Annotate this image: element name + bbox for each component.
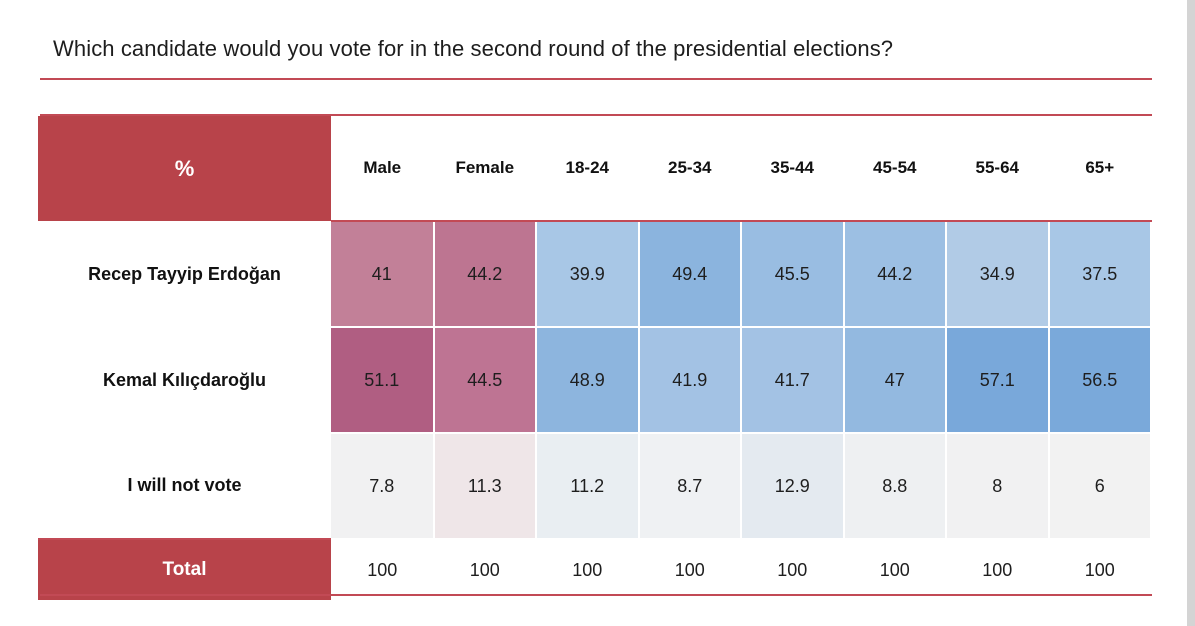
row-label: Kemal Kılıçdaroğlu <box>38 327 331 433</box>
data-cell: 44.2 <box>843 221 947 328</box>
data-cell: 44.5 <box>433 327 537 434</box>
corner-header: % <box>38 116 331 221</box>
data-cell: 56.5 <box>1048 327 1152 434</box>
column-header: 35-44 <box>741 116 844 222</box>
total-cell: 100 <box>638 538 741 600</box>
data-cell: 44.2 <box>433 221 537 328</box>
data-cell: 6 <box>1048 433 1152 540</box>
data-cell: 41.9 <box>638 327 742 434</box>
data-cell: 12.9 <box>741 433 845 540</box>
data-cell: 11.2 <box>536 433 640 540</box>
data-cell: 11.3 <box>433 433 537 540</box>
table-bottom-rule <box>40 594 1152 596</box>
results-table: % Male Female 18-24 25-34 35-44 45-54 55… <box>38 116 1152 600</box>
total-cell: 100 <box>1048 538 1151 600</box>
data-cell: 48.9 <box>536 327 640 434</box>
window-edge <box>1187 0 1195 626</box>
column-header: 18-24 <box>536 116 639 222</box>
data-cell: 45.5 <box>741 221 845 328</box>
page-title: Which candidate would you vote for in th… <box>53 36 894 61</box>
data-cell: 8 <box>946 433 1050 540</box>
total-cell: 100 <box>433 538 536 600</box>
data-cell: 51.1 <box>331 327 435 434</box>
data-cell: 37.5 <box>1048 221 1152 328</box>
header-row: % Male Female 18-24 25-34 35-44 45-54 55… <box>38 116 1151 222</box>
data-cell: 34.9 <box>946 221 1050 328</box>
total-cell: 100 <box>741 538 844 600</box>
column-header: 45-54 <box>843 116 946 222</box>
total-cell: 100 <box>843 538 946 600</box>
column-header: 65+ <box>1048 116 1151 222</box>
total-label: Total <box>38 538 331 600</box>
data-cell: 41 <box>331 221 435 328</box>
total-cell: 100 <box>946 538 1049 600</box>
table-body: Recep Tayyip Erdoğan 41 44.2 39.9 49.4 45.5 44… <box>38 221 1152 600</box>
data-cell: 41.7 <box>741 327 845 434</box>
column-header: 25-34 <box>638 116 741 222</box>
data-cell: 7.8 <box>331 433 435 540</box>
total-cell: 100 <box>331 538 434 600</box>
table-top-rule <box>40 114 1152 116</box>
data-cell: 39.9 <box>536 221 640 328</box>
column-header: Male <box>331 116 434 222</box>
data-cell: 8.8 <box>843 433 947 540</box>
title-divider <box>40 78 1152 80</box>
column-header: 55-64 <box>946 116 1049 222</box>
data-cell: 49.4 <box>638 221 742 328</box>
row-label: Recep Tayyip Erdoğan <box>38 221 331 327</box>
data-cell: 47 <box>843 327 947 434</box>
total-cell: 100 <box>536 538 639 600</box>
data-cell: 8.7 <box>638 433 742 540</box>
row-label: I will not vote <box>38 433 331 539</box>
total-row: Total 100 100 100 100 100 100 100 100 <box>38 538 1151 600</box>
table-row: Kemal Kılıçdaroğlu 51.1 44.5 48.9 41.9 41.7 47… <box>38 327 1152 434</box>
data-cell: 57.1 <box>946 327 1050 434</box>
column-header: Female <box>433 116 536 222</box>
table-row: Recep Tayyip Erdoğan 41 44.2 39.9 49.4 45.5 44… <box>38 221 1152 328</box>
table-row: I will not vote 7.8 11.3 11.2 8.7 12.9 8.8 8 6 <box>38 433 1152 540</box>
